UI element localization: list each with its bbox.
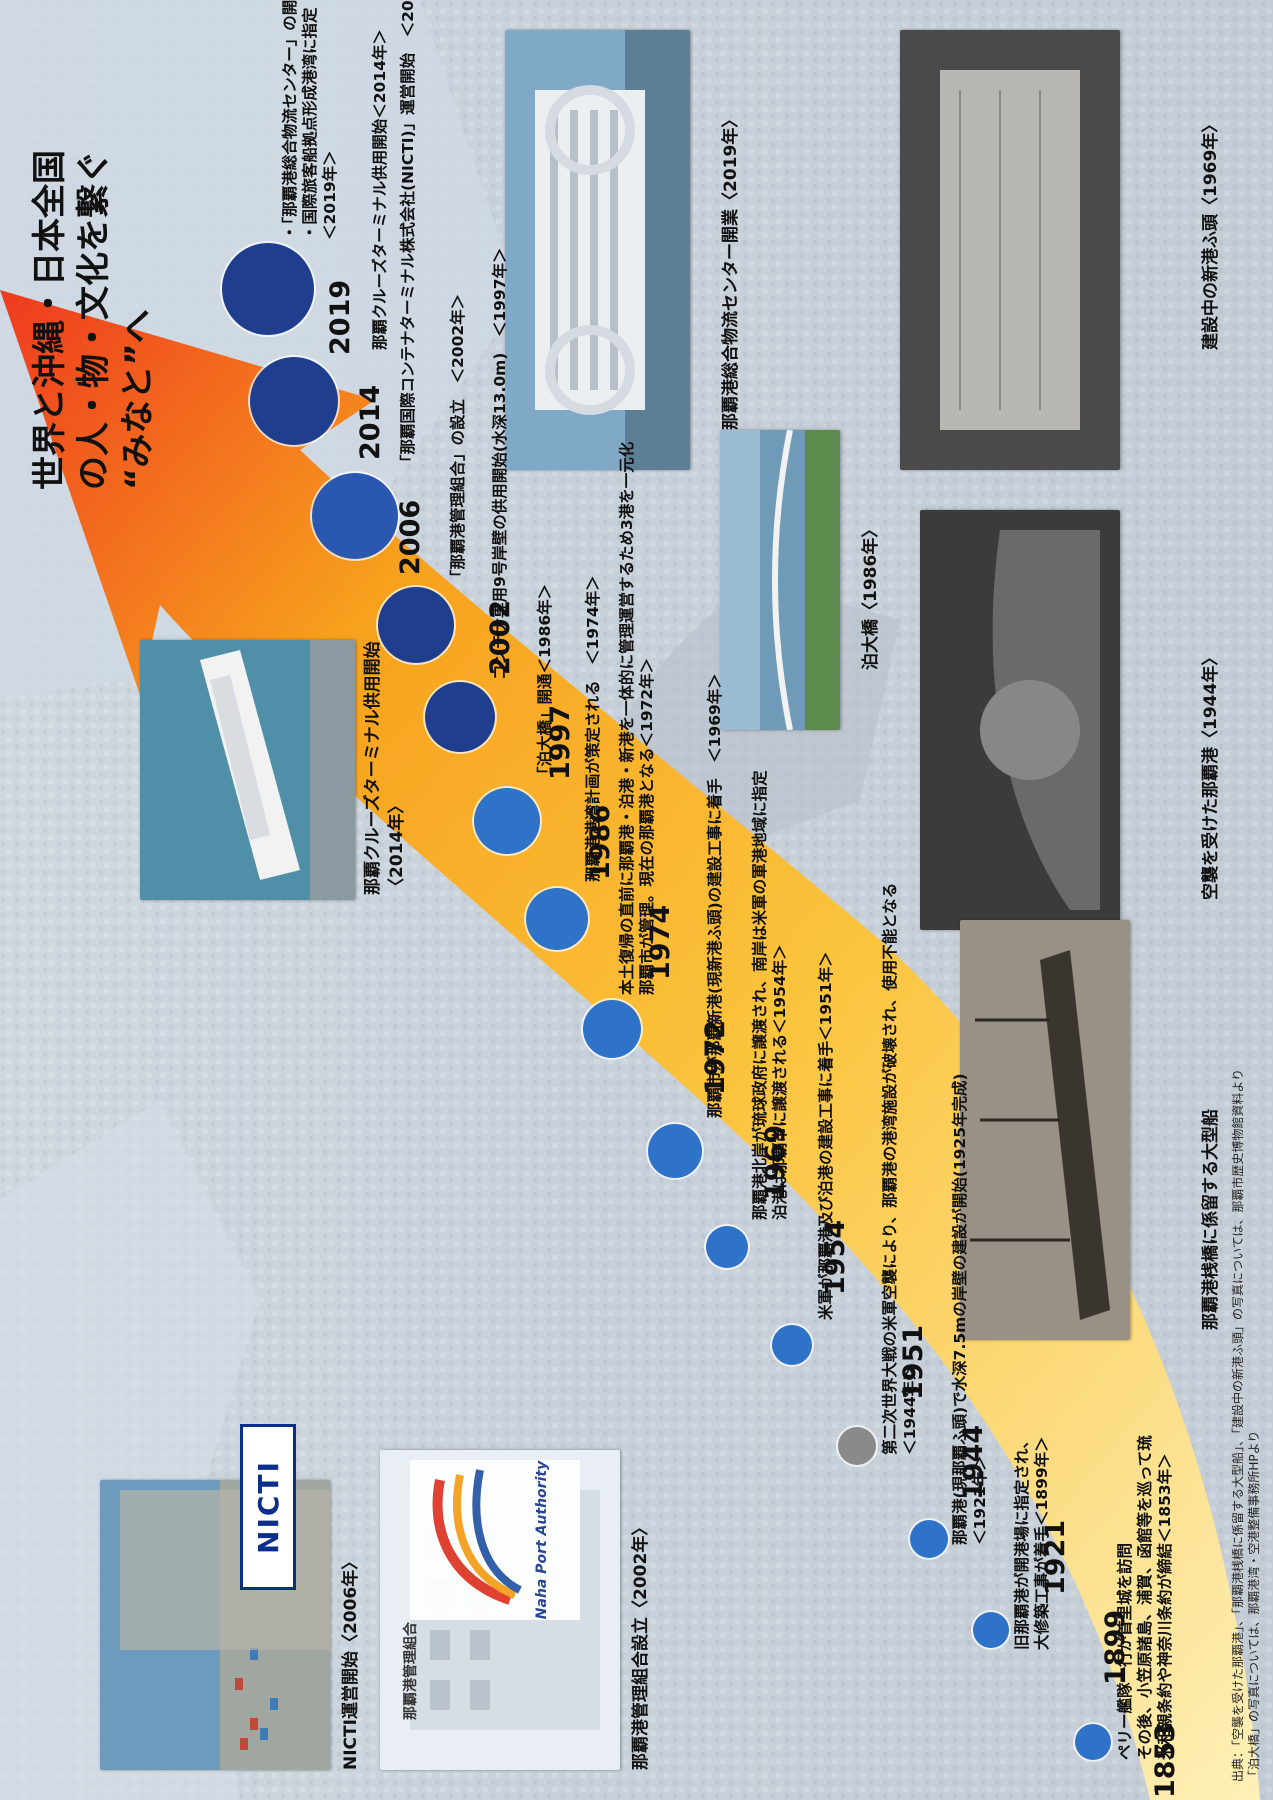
event-1951: 米軍が那覇港及び泊港の建設工事に着手＜1951年＞	[816, 951, 836, 1320]
event-1954-line-2: 泊港は那覇市に譲渡される＜1954年＞	[771, 944, 789, 1220]
title-line-3: “みなと”へ	[118, 309, 158, 490]
nicti-logo-text: NICTI	[251, 1460, 285, 1554]
dot-2014	[250, 357, 338, 445]
event-1899-line-1: 旧那覇港が開港場に指定され、	[1013, 1432, 1031, 1650]
caption-logistics: 那覇港総合物流センター開業〈2019年〉	[721, 110, 741, 430]
event-2019-line-3: ＜2019年＞	[321, 150, 339, 240]
nicti-logo: NICTI	[240, 1424, 296, 1590]
event-2019: ・「那覇港総合物流センター」の開業 ・国際旅客船拠点形成港湾に指定 ＜2019年…	[280, 0, 340, 240]
event-1997: コンテナ専用9号岸壁の供用開始(水深13.0m) ＜1997年＞	[490, 248, 510, 681]
dot-2002	[378, 587, 454, 663]
year-2006: 2006	[395, 499, 426, 575]
dot-1944	[838, 1427, 876, 1465]
source-line-1: 出典：「空襲を受けた那覇港」、「那覇港桟橋に係留する大型船」、「建設中の新港ふ頭…	[1231, 1068, 1245, 1782]
caption-bombed: 空襲を受けた那覇港〈1944年〉	[1201, 648, 1221, 900]
event-1921-line-2: ＜1921年＞	[971, 1455, 989, 1545]
photo-bombed-port	[920, 510, 1120, 930]
title-line-2: の人・物・文化を繋ぐ	[74, 150, 114, 490]
event-1954-line-1: 那覇港北岸が琉球政府に譲渡され、南岸は米軍の軍港地域に指定	[751, 770, 769, 1220]
source-note: 出典：「空襲を受けた那覇港」、「那覇港桟橋に係留する大型船」、「建設中の新港ふ頭…	[1230, 1069, 1262, 1782]
photo-logistics-center	[505, 30, 690, 470]
building-sign: 那覇港管理組合	[403, 1622, 419, 1720]
dot-1986	[474, 788, 540, 854]
dot-2019	[222, 243, 314, 335]
dot-1853	[1075, 1724, 1111, 1760]
event-2019-line-2: ・国際旅客船拠点形成港湾に指定	[301, 7, 319, 240]
year-2019: 2019	[325, 279, 356, 355]
event-1921-line-1: 那覇港(現那覇ふ頭)で水深7.5mの岸壁の建設が開始(1925年完成)	[951, 1073, 969, 1545]
dot-1954	[706, 1226, 748, 1268]
event-1921: 那覇港(現那覇ふ頭)で水深7.5mの岸壁の建設が開始(1925年完成) ＜192…	[950, 1073, 990, 1545]
dot-1974	[526, 888, 588, 950]
caption-tomari: 泊大橋〈1986年〉	[861, 520, 881, 670]
event-2014-line-1: 那覇クルーズターミナル供用開始＜2014年＞	[371, 29, 389, 350]
event-1986-line-1: 「泊大橋」開通＜1986年＞	[536, 583, 554, 782]
event-1972-line-1: 本土復帰の直前に那覇港・泊港・新港を一体的に管理運営するため3港を一元化	[618, 441, 636, 995]
title-line-1: 世界と沖縄・日本全国	[30, 150, 70, 490]
dot-1951	[772, 1325, 812, 1365]
event-1954: 那覇港北岸が琉球政府に譲渡され、南岸は米軍の軍港地域に指定 泊港は那覇市に譲渡さ…	[750, 770, 790, 1220]
event-2014: 那覇クルーズターミナル供用開始＜2014年＞	[370, 29, 390, 350]
event-1944-line-2: ＜1944年＞	[901, 1365, 919, 1455]
source-line-2: 「泊大橋」の写真については、那覇港湾・空港整備事務所HPより	[1247, 1430, 1261, 1782]
event-1997-line-1: コンテナ専用9号岸壁の供用開始(水深13.0m) ＜1997年＞	[491, 247, 509, 681]
event-1951-line-1: 米軍が那覇港及び泊港の建設工事に着手＜1951年＞	[817, 951, 835, 1320]
port-authority-logo: Naha Port Authority	[410, 1460, 580, 1620]
caption-large-ship: 那覇港桟橋に係留する大型船	[1201, 1109, 1221, 1330]
event-2002: 「那覇港管理組合」の設立 ＜2002年＞	[448, 294, 468, 585]
event-1944: 第二次世界大戦の米軍空襲により、那覇港の港湾施設が破壊され、使用不能となる ＜1…	[880, 883, 920, 1455]
event-1969-line-1: 那覇市が那覇新港(現新港ふ頭)の建設工事に着手 ＜1969年＞	[706, 673, 724, 1118]
dot-1997	[425, 682, 495, 752]
event-2019-line-1: ・「那覇港総合物流センター」の開業	[281, 0, 299, 240]
dot-1972	[583, 1000, 641, 1058]
event-1972-line-2: 那覇市が管理。現在の那覇港となる＜1972年＞	[638, 657, 656, 995]
event-1853: ペリー艦隊一行が首里城を訪問 その後、小笠原諸島、浦賀、函館等を巡って琉 米和親…	[1115, 1435, 1175, 1760]
caption-port-authority: 那覇港管理組合設立〈2002年〉	[631, 1518, 651, 1770]
photo-large-ship	[960, 920, 1130, 1340]
event-1899: 旧那覇港が開港場に指定され、 大修築工事が着手＜1899年＞	[1012, 1433, 1052, 1650]
dot-1899	[973, 1612, 1009, 1648]
caption-nicti: NICTI運営開始〈2006年〉	[341, 1552, 361, 1770]
event-1974-line-1: 那覇港港湾計画が策定される ＜1974年＞	[584, 575, 602, 882]
dot-1921	[910, 1520, 948, 1558]
photo-tomari-bridge	[720, 430, 840, 730]
event-1986: 「泊大橋」開通＜1986年＞	[535, 584, 555, 782]
dot-1969	[648, 1124, 702, 1178]
caption-cruise-2: 〈2014年〉	[387, 796, 407, 895]
caption-shinko: 建設中の新港ふ頭〈1969年〉	[1201, 115, 1221, 350]
event-1969: 那覇市が那覇新港(現新港ふ頭)の建設工事に着手 ＜1969年＞	[705, 673, 725, 1118]
event-1972: 本土復帰の直前に那覇港・泊港・新港を一体的に管理運営するため3港を一元化 那覇市…	[617, 442, 657, 995]
event-1944-line-1: 第二次世界大戦の米軍空襲により、那覇港の港湾施設が破壊され、使用不能となる	[881, 882, 899, 1455]
event-1899-line-2: 大修築工事が着手＜1899年＞	[1033, 1436, 1051, 1650]
photo-shinko-construction	[900, 30, 1120, 470]
event-2006-line-1: 「那覇国際コンテナターミナル株式会社(NICTI)」運営開始 ＜2006年＞	[399, 0, 417, 470]
event-1974: 那覇港港湾計画が策定される ＜1974年＞	[583, 575, 603, 882]
photo-cruise-terminal	[140, 640, 355, 900]
event-1853-line-1: ペリー艦隊一行が首里城を訪問	[1116, 1542, 1134, 1760]
poster-title: 世界と沖縄・日本全国 の人・物・文化を繋ぐ “みなと”へ	[28, 20, 160, 490]
dot-2006	[312, 473, 398, 559]
event-1853-line-2: その後、小笠原諸島、浦賀、函館等を巡って琉	[1136, 1435, 1154, 1760]
authority-logo-icon	[432, 1469, 522, 1605]
authority-logo-text: Naha Port Authority	[534, 1460, 550, 1620]
event-1853-line-3: 米和親条約や神奈川条約が締結＜1853年＞	[1156, 1453, 1174, 1760]
caption-cruise-1: 那覇クルーズターミナル供用開始	[363, 641, 383, 895]
event-2002-line-1: 「那覇港管理組合」の設立 ＜2002年＞	[449, 293, 467, 585]
year-2014: 2014	[355, 384, 386, 460]
event-2006: 「那覇国際コンテナターミナル株式会社(NICTI)」運営開始 ＜2006年＞	[398, 0, 418, 470]
